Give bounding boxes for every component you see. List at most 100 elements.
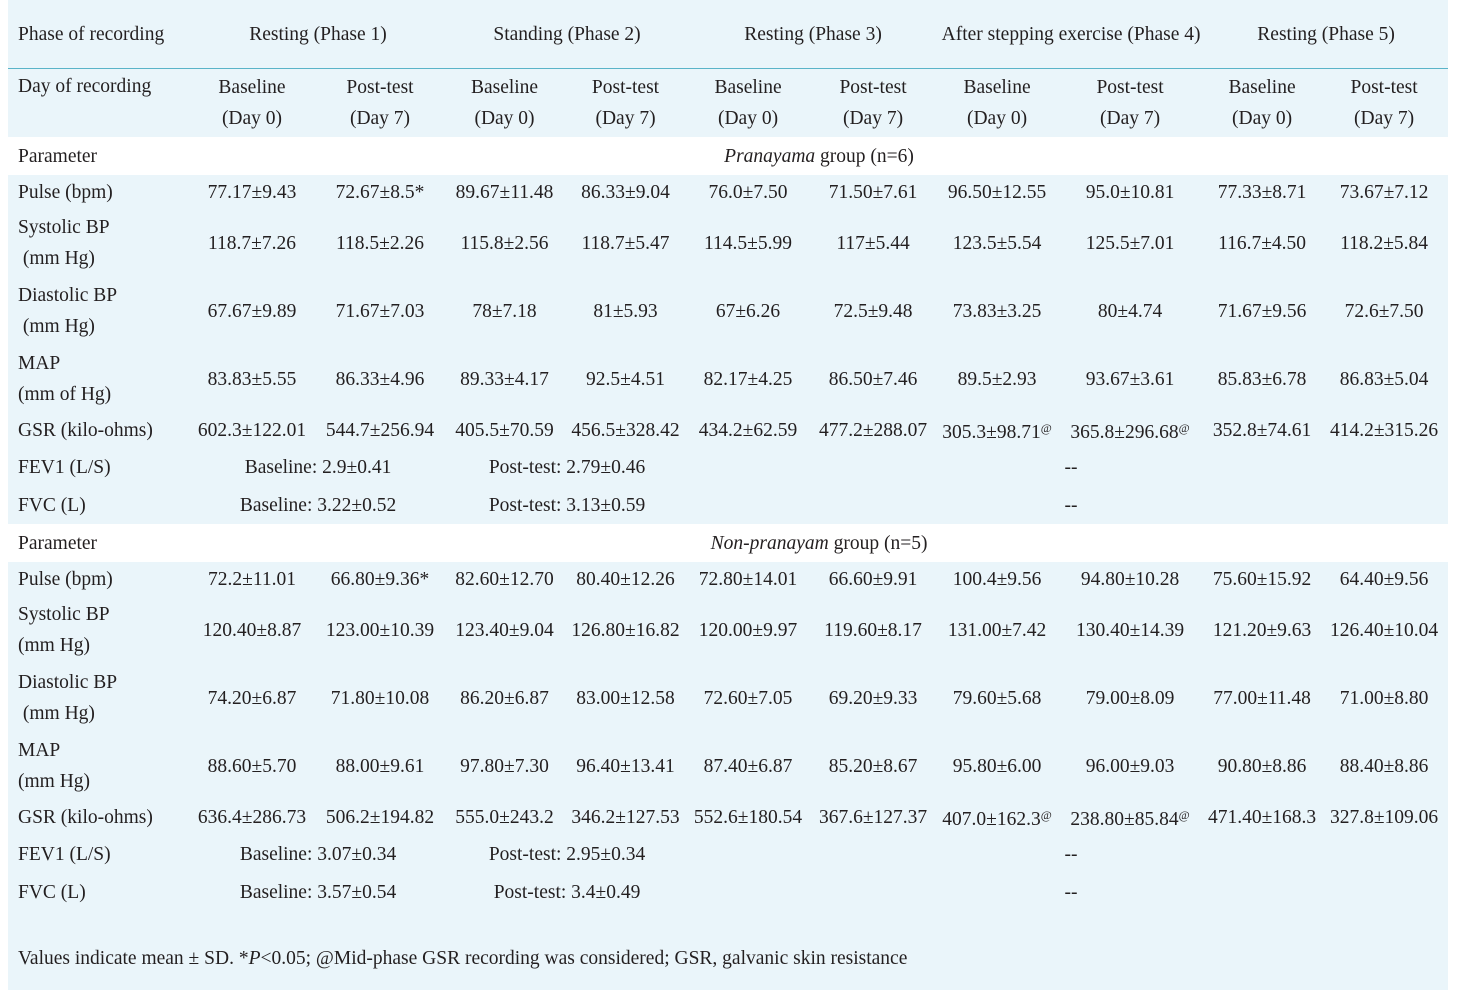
table-row: Diastolic BP (mm Hg) 67.67±9.89 71.67±7.03…	[8, 277, 1448, 345]
value-cell: 87.40±6.87	[703, 755, 793, 777]
empty-cell	[1204, 448, 1448, 486]
value-cell: 506.2±194.82	[325, 807, 435, 828]
row-label-line2: (mm Hg)	[18, 703, 95, 724]
value-cell: 72.6±7.50	[1344, 300, 1424, 322]
value-cell: 75.60±15.92	[1212, 568, 1312, 590]
value-cell: 86.50±7.46	[828, 368, 918, 390]
value-cell: 95.0±10.81	[1085, 181, 1175, 203]
value-cell: 86.33±9.04	[581, 181, 670, 203]
value-cell: 85.20±8.67	[828, 755, 918, 777]
superscript-marker: @	[1178, 421, 1190, 435]
fvc-row: FVC (L) Baseline: 3.57±0.54 Post-test: 3.4…	[8, 873, 1448, 911]
phase-4-header: After stepping exercise (Phase 4)	[941, 23, 1201, 45]
value-cell: 116.7±4.50	[1218, 232, 1307, 254]
baseline-value: Baseline: 3.22±0.52	[239, 494, 397, 516]
posttest-value: Post-test: 3.4±0.49	[493, 881, 641, 903]
table-row: MAP (mm of Hg) 83.83±5.55 86.33±4.96 89.33±4…	[8, 345, 1448, 413]
value-cell: 118.5±2.26	[336, 232, 424, 254]
posttest-header: Post-test (Day 7)	[1350, 77, 1418, 129]
value-cell: 71.67±9.56	[1217, 300, 1307, 322]
value-cell: 131.00±7.42	[947, 619, 1047, 641]
value-cell: 79.60±5.68	[952, 687, 1042, 709]
value-cell: 327.8±109.06	[1329, 807, 1439, 828]
value-cell: 76.0±7.50	[708, 181, 788, 203]
posttest-header: Post-test (Day 7)	[591, 77, 660, 129]
value-cell: 90.80±8.86	[1217, 755, 1307, 777]
empty-cell	[688, 873, 938, 911]
row-label: FVC (L)	[18, 881, 86, 903]
baseline-header: Baseline (Day 0)	[470, 77, 539, 129]
value-cell: 456.5±328.42	[571, 420, 680, 441]
row-label-line2: (mm Hg)	[18, 771, 91, 792]
day-header-row: Day of recording Baseline (Day 0) Post-te…	[8, 69, 1448, 138]
empty-cell	[688, 835, 938, 873]
value-cell: 602.3±122.01	[197, 420, 307, 441]
value-cell: 114.5±5.99	[704, 232, 793, 254]
value-cell: 118.2±5.84	[1340, 232, 1429, 254]
value-cell: 123.5±5.54	[952, 232, 1042, 254]
value-cell: 88.60±5.70	[207, 755, 297, 777]
baseline-value: Baseline: 2.9±0.41	[244, 456, 392, 478]
row-label: Diastolic BP (mm Hg)	[8, 664, 190, 732]
parameter-label: Parameter	[8, 524, 190, 562]
table-row: Pulse (bpm) 77.17±9.43 72.67±8.5* 89.67±11.…	[8, 175, 1448, 209]
row-label: FEV1 (L/S)	[18, 843, 111, 865]
value-cell: 117±5.44	[836, 232, 910, 254]
value-cell: 83.83±5.55	[207, 368, 297, 390]
value-cell: 407.0±162.3@	[942, 808, 1052, 830]
value-cell: 77.17±9.43	[207, 181, 297, 203]
value-cell: 71.50±7.61	[828, 181, 918, 203]
value-cell: 71.00±8.80	[1339, 687, 1429, 709]
value-cell: 83.00±12.58	[576, 687, 675, 709]
fev1-row: FEV1 (L/S) Baseline: 3.07±0.34 Post-test: …	[8, 835, 1448, 873]
value-cell: 115.8±2.56	[460, 232, 549, 254]
row-label: FVC (L)	[18, 494, 86, 516]
dash-cell: --	[1064, 494, 1078, 516]
value-cell: 64.40±9.56	[1339, 568, 1429, 590]
phase-3-header: Resting (Phase 3)	[744, 23, 882, 45]
value-cell: 471.40±168.3	[1207, 807, 1317, 828]
empty-cell	[1204, 486, 1448, 524]
value-cell: 346.2±127.53	[571, 807, 680, 828]
value-cell: 66.80±9.36*	[330, 568, 430, 590]
value-cell: 86.20±6.87	[460, 687, 549, 709]
table-row: Systolic BP (mm Hg) 118.7±7.26 118.5±2.26 1…	[8, 209, 1448, 277]
row-label-line1: MAP	[18, 740, 61, 761]
value-cell: 88.00±9.61	[335, 755, 425, 777]
baseline-header: Baseline (Day 0)	[714, 77, 782, 129]
value-cell: 78±7.18	[472, 300, 537, 322]
empty-cell	[688, 448, 938, 486]
posttest-value: Post-test: 2.79±0.46	[488, 456, 646, 478]
posttest-value: Post-test: 2.95±0.34	[488, 843, 646, 865]
row-label: FEV1 (L/S)	[18, 456, 111, 478]
value-cell: 126.80±16.82	[571, 619, 680, 641]
data-table-sheet: Phase of recording Resting (Phase 1) Sta…	[8, 0, 1449, 990]
value-cell: 72.67±8.5*	[335, 181, 425, 203]
superscript-marker: @	[1178, 808, 1190, 822]
value-cell: 120.40±8.87	[202, 619, 302, 641]
fev1-row: FEV1 (L/S) Baseline: 2.9±0.41 Post-test: 2…	[8, 448, 1448, 486]
value-cell: 92.5±4.51	[586, 368, 665, 390]
value-cell: 552.6±180.54	[693, 807, 803, 828]
baseline-value: Baseline: 3.07±0.34	[239, 843, 397, 865]
results-table: Phase of recording Resting (Phase 1) Sta…	[8, 0, 1449, 911]
phase-of-recording-label: Phase of recording	[18, 23, 165, 45]
value-cell: 72.5±9.48	[833, 300, 913, 322]
value-cell: 238.80±85.84@	[1070, 808, 1190, 830]
pranayama-group-section: Parameter Pranayama group (n=6) Pulse (b…	[8, 137, 1449, 524]
row-label: Pulse (bpm)	[8, 175, 190, 209]
row-label-line1: GSR (kilo-ohms)	[18, 807, 153, 828]
phase-2-header: Standing (Phase 2)	[493, 23, 641, 45]
value-cell: 71.80±10.08	[330, 687, 430, 709]
row-label-line1: Systolic BP	[18, 604, 110, 625]
phase-5-header: Resting (Phase 5)	[1257, 23, 1395, 45]
row-label: MAP (mm Hg)	[8, 732, 190, 800]
table-row: Pulse (bpm) 72.2±11.01 66.80±9.36* 82.60±12…	[8, 562, 1448, 596]
row-label-line2: (mm Hg)	[18, 248, 95, 269]
fvc-row: FVC (L) Baseline: 3.22±0.52 Post-test: 3.1…	[8, 486, 1448, 524]
table-row: GSR (kilo-ohms) 602.3±122.01 544.7±256.94 4…	[8, 413, 1448, 448]
superscript-marker: @	[1040, 421, 1052, 435]
row-label-line1: Diastolic BP	[18, 285, 118, 306]
value-cell: 305.3±98.71@	[942, 421, 1052, 443]
value-cell: 85.83±6.78	[1217, 368, 1307, 390]
